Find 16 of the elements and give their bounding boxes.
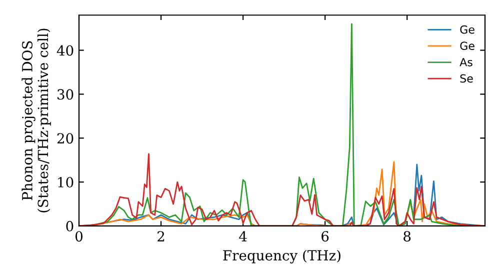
legend-label: Se — [460, 74, 473, 83]
legend-label: Ge — [460, 25, 474, 34]
y-tick-label: 20 — [57, 133, 74, 144]
y-axis-title: Phonon projected DOS (States/THz·primitive cell) — [22, 28, 51, 212]
y-tick-label: 10 — [58, 177, 74, 188]
y-tick-label: 0 — [66, 220, 74, 232]
x-tick-label: 2 — [158, 231, 164, 242]
x-tick-label: 4 — [239, 231, 247, 242]
x-axis-title: Frequency (THz) — [223, 250, 340, 264]
y-tick-label: 40 — [56, 45, 74, 56]
x-tick-label: 0 — [75, 231, 82, 242]
x-tick-label: 6 — [322, 231, 329, 242]
x-tick-label: 8 — [404, 231, 411, 242]
y-tick-label: 30 — [58, 89, 74, 100]
legend-label: As — [460, 58, 472, 66]
legend-label: Ge — [460, 42, 474, 50]
